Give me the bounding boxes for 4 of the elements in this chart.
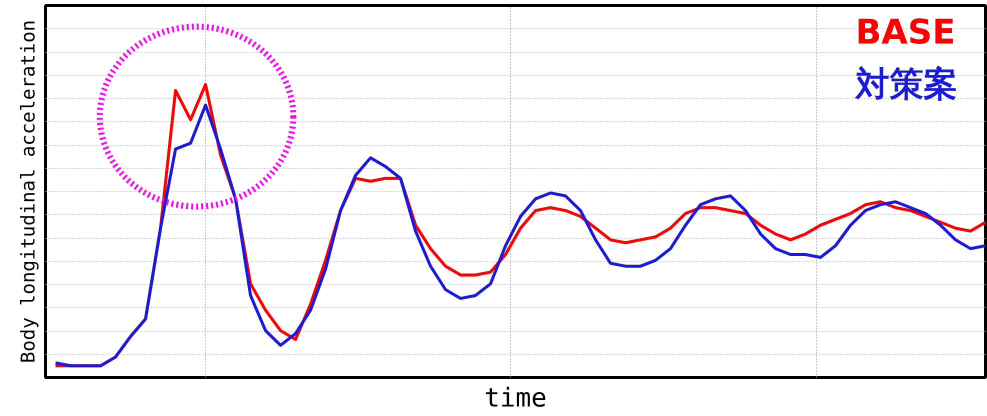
text: BASE [856,12,956,52]
x-axis-title: time [484,384,547,414]
text: 対策案 [854,64,958,104]
y-axis-title: Body longitudinal acceleration [18,20,40,364]
